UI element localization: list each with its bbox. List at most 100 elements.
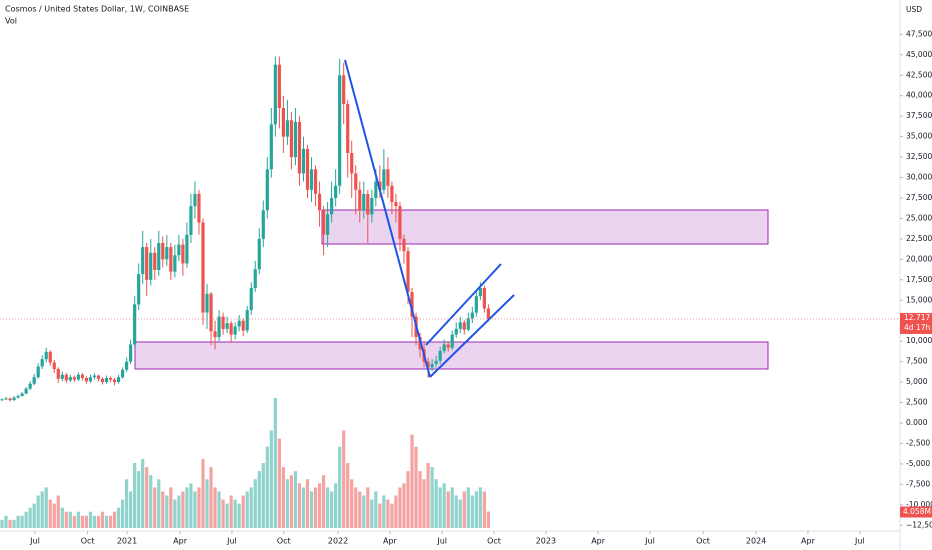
candle-body [189, 206, 193, 235]
trendlines [344, 59, 515, 378]
x-tick-label: Oct [696, 537, 710, 546]
volume-bar [189, 483, 193, 528]
candle-body [338, 75, 342, 186]
volume-bar [269, 430, 273, 528]
volume-bar [281, 467, 285, 528]
candle-body [209, 293, 213, 332]
volume-bar [40, 491, 44, 528]
candle-body [249, 288, 253, 311]
candle-body [402, 238, 406, 252]
y-tick-label: 17,500 [906, 275, 932, 284]
candle-body [317, 193, 322, 211]
y-tick-label: 2,500 [906, 398, 928, 407]
chart-title: Cosmos / United States Dollar, 1W, COINB… [5, 5, 189, 14]
candle-body [181, 244, 185, 264]
volume-bar [374, 491, 378, 528]
candle-body [486, 308, 490, 319]
volume-badge-label: 4.058M [903, 507, 931, 516]
volume-bar [486, 511, 490, 528]
candle-body [56, 369, 60, 379]
candle-body [442, 344, 446, 351]
volume-bar [342, 430, 346, 528]
y-tick-label: -7,500 [906, 479, 930, 488]
volume-bar [317, 483, 322, 528]
candle-body [454, 328, 458, 335]
trendline [425, 263, 502, 346]
volume-bar [60, 507, 64, 528]
volume-bar [229, 495, 233, 528]
candle-body [24, 388, 28, 394]
volume-bar [48, 499, 52, 528]
candle-body [100, 378, 105, 383]
candle-body [478, 288, 482, 297]
volume-bar [257, 471, 261, 528]
volume-bar [253, 479, 257, 528]
candle-body [40, 359, 44, 367]
volume-bar [116, 507, 121, 528]
candle-body [68, 377, 72, 381]
volume-bar [350, 479, 354, 528]
y-tick-label: 10,000 [906, 336, 932, 345]
candle-body [60, 374, 64, 379]
candle-body [354, 173, 358, 190]
volume-bar [470, 495, 474, 528]
volume-bar [293, 471, 298, 528]
candle-body [398, 206, 402, 239]
candle-body [390, 185, 394, 203]
volume-bar [285, 479, 290, 528]
candle-body [346, 103, 350, 153]
candle-body [330, 198, 334, 215]
candle-body [213, 331, 217, 338]
volume-bar [338, 446, 342, 528]
volume-bar [410, 434, 414, 528]
candle-body [169, 247, 173, 272]
candle-body [289, 120, 294, 158]
trendline [344, 59, 431, 378]
volume-bar [153, 487, 157, 528]
candle-body [165, 247, 169, 260]
y-tick-label: 32,500 [906, 152, 932, 161]
y-tick-label: 27,500 [906, 193, 932, 202]
x-tick-label: Jul [436, 537, 447, 546]
volume-bar [16, 515, 20, 528]
volume-bar [193, 491, 197, 528]
y-tick-label: 42,500 [906, 70, 932, 79]
volume-bar [309, 491, 314, 528]
x-tick-label: 2021 [117, 537, 137, 546]
volume-layer [0, 398, 490, 528]
price-badge [900, 312, 932, 334]
volume-bar [482, 491, 486, 528]
candle-body [108, 378, 113, 380]
volume-badge [900, 506, 932, 518]
volume-bar [149, 475, 153, 528]
candle-body [285, 120, 290, 137]
candle-body [133, 304, 137, 345]
volume-bar [141, 458, 145, 528]
candle-body [28, 383, 32, 389]
volume-title: Vol [5, 17, 17, 26]
volume-bar [104, 515, 109, 528]
volume-bar [76, 511, 80, 528]
candle-body [92, 375, 97, 378]
candle-body [52, 362, 56, 369]
candle-body [84, 378, 89, 382]
candle-body [257, 238, 261, 270]
volume-bar [450, 487, 454, 528]
volume-bar [88, 511, 93, 528]
candle-body [362, 193, 366, 211]
candle-body [0, 399, 4, 401]
volume-bar [446, 491, 450, 528]
candle-body [4, 398, 8, 400]
volume-bar [36, 495, 40, 528]
y-tick-label: -10,000 [906, 500, 932, 509]
volume-bar [68, 511, 72, 528]
volume-bar [209, 467, 213, 528]
candle-body [297, 121, 302, 174]
trendline [429, 294, 515, 378]
x-tick-label: Apr [173, 537, 188, 546]
volume-bar [478, 487, 482, 528]
axes: 47,500 45,000 42,500 40,000 37,500 35,000 32,5… [29, 29, 932, 545]
candle-body [177, 244, 181, 256]
volume-bar [354, 487, 358, 528]
